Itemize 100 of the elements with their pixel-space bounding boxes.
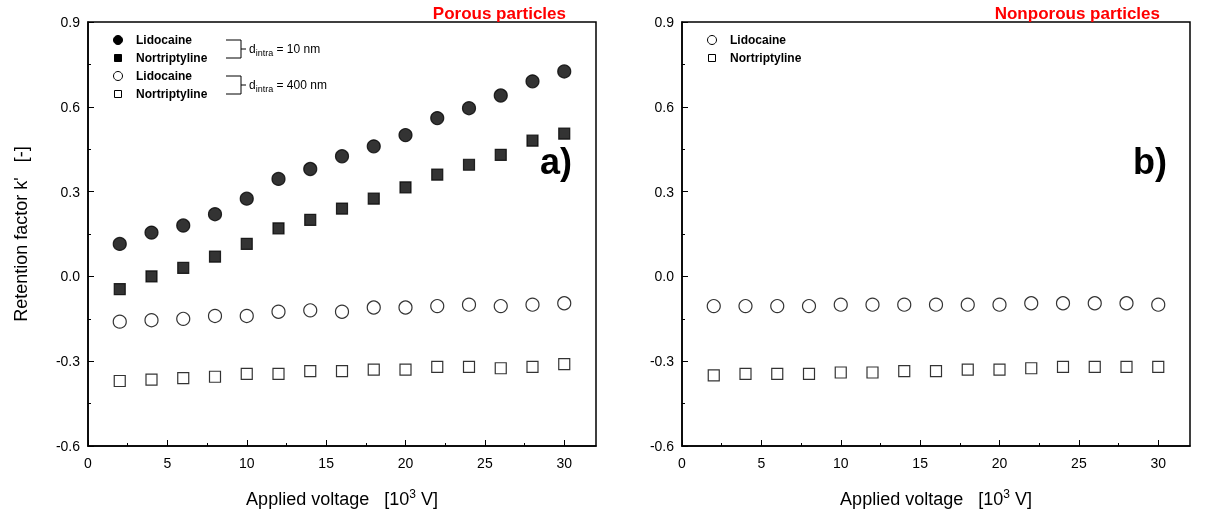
point <box>462 360 476 373</box>
x-tick-label: 0 <box>678 455 687 471</box>
x-tick-label: 30 <box>1150 455 1167 471</box>
point <box>928 297 944 312</box>
point <box>1152 360 1165 373</box>
point <box>398 300 413 315</box>
point <box>494 362 507 375</box>
point <box>398 127 413 143</box>
point <box>144 225 159 240</box>
point <box>526 360 539 373</box>
point <box>366 139 381 154</box>
point <box>1025 362 1038 375</box>
point <box>558 357 571 371</box>
point <box>802 367 816 381</box>
point <box>526 134 539 147</box>
y-tick-label: 0.3 <box>60 183 81 200</box>
point <box>303 161 318 177</box>
point <box>430 298 445 314</box>
point <box>462 158 476 171</box>
y-tick-label: 0.0 <box>654 268 675 285</box>
point <box>1056 360 1070 373</box>
point <box>834 366 847 379</box>
point <box>272 367 285 381</box>
point <box>897 297 912 312</box>
x-tick-label: 15 <box>318 455 335 471</box>
point <box>1088 360 1101 373</box>
point <box>493 88 508 103</box>
x-tick-label: 10 <box>238 455 255 471</box>
point <box>240 367 253 381</box>
chart-title: Porous particles <box>432 4 567 23</box>
point <box>334 304 350 319</box>
point <box>557 64 572 79</box>
y-tick-label: -0.3 <box>649 353 675 370</box>
point <box>112 314 127 329</box>
point <box>208 370 222 383</box>
point <box>303 303 318 318</box>
y-tick-label: -0.6 <box>649 438 675 454</box>
x-tick-label: 20 <box>397 455 414 471</box>
point <box>865 297 880 312</box>
point <box>145 270 158 283</box>
annotation: b) <box>1133 141 1167 183</box>
point <box>176 218 191 233</box>
point <box>145 373 158 386</box>
point <box>177 372 190 385</box>
point <box>208 250 222 263</box>
point <box>557 296 572 311</box>
y-tick-label: -0.3 <box>55 353 81 370</box>
point <box>113 283 126 296</box>
point <box>992 297 1007 312</box>
x-tick-label: 5 <box>757 455 766 471</box>
point <box>461 101 477 116</box>
point <box>558 127 571 140</box>
point <box>271 304 286 319</box>
x-tick-label: 30 <box>556 455 573 471</box>
point <box>929 364 943 378</box>
x-tick-label: 10 <box>832 455 849 471</box>
x-tick-label: 0 <box>84 455 93 471</box>
point <box>112 236 127 251</box>
legend-label: Nortriptyline <box>136 87 208 101</box>
point <box>431 360 444 373</box>
y-tick-label: 0.6 <box>654 98 675 115</box>
point <box>898 364 911 378</box>
point <box>738 298 753 314</box>
point <box>1120 360 1133 373</box>
point <box>993 363 1006 376</box>
x-tick-label: 15 <box>912 455 929 471</box>
point <box>399 363 412 376</box>
point <box>1055 296 1071 311</box>
y-tick-label: 0.9 <box>654 14 675 30</box>
point <box>1024 296 1039 311</box>
point <box>113 374 126 388</box>
point <box>770 298 785 314</box>
y-tick-label: 0.6 <box>60 98 81 115</box>
point <box>367 363 380 376</box>
point <box>494 148 507 161</box>
point <box>960 297 975 312</box>
point <box>961 363 974 376</box>
y-tick-label: -0.6 <box>55 438 81 454</box>
point <box>272 222 285 235</box>
point <box>207 207 223 222</box>
point <box>493 298 508 314</box>
point <box>801 298 817 314</box>
point <box>304 213 317 226</box>
point <box>271 171 286 186</box>
y-tick-label: 0.9 <box>60 14 81 30</box>
point <box>366 300 381 315</box>
annotation: a) <box>539 141 573 183</box>
point <box>1151 297 1166 312</box>
legend-label: Nortriptyline <box>136 51 208 65</box>
legend-label: Lidocaine <box>730 33 787 47</box>
point <box>239 191 254 206</box>
legend-label: Lidocaine <box>136 69 193 83</box>
point <box>706 298 721 314</box>
point <box>525 297 540 312</box>
x-tick-label: 25 <box>1071 455 1087 471</box>
point <box>866 366 879 379</box>
chart-title: Nonporous particles <box>994 4 1161 23</box>
point <box>177 261 190 275</box>
point <box>771 367 784 381</box>
point <box>240 237 253 250</box>
